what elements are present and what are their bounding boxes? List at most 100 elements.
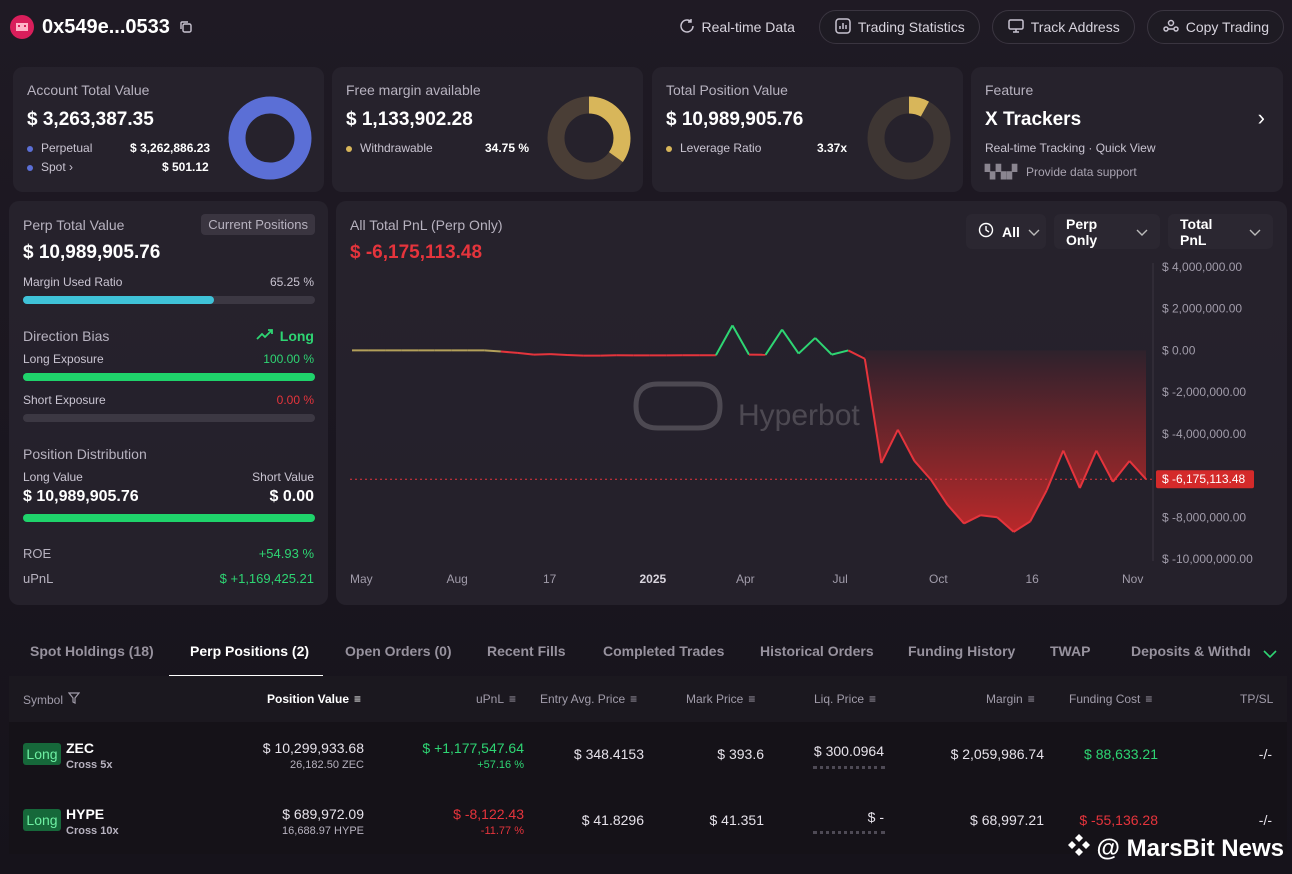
range-filter[interactable]: All [966, 214, 1046, 249]
chevron-right-icon[interactable]: › [1257, 105, 1265, 130]
filter-icon [67, 692, 81, 707]
hyperbot-watermark-text: Hyperbot [738, 399, 860, 432]
account-total-label: Account Total Value [27, 82, 150, 98]
tab-historical-orders[interactable]: Historical Orders [760, 643, 874, 659]
header-entry-price[interactable]: Entry Avg. Price ≡ [540, 692, 637, 706]
roe-label: ROE [23, 546, 52, 561]
feature-card[interactable]: Feature X Trackers Real-time Tracking · … [971, 67, 1283, 192]
header-funding-cost[interactable]: Funding Cost ≡ [1069, 692, 1152, 706]
header-entry-price-label: Entry Avg. Price [540, 692, 626, 706]
x-tick-label: Nov [1122, 572, 1143, 586]
upnl-value: $ +1,169,425.21 [219, 571, 314, 586]
chevron-down-icon [1249, 224, 1261, 240]
tab-spot-holdings[interactable]: Spot Holdings (18) [30, 643, 154, 659]
pnl-line-segment [1095, 450, 1114, 483]
row-position-value: $ 10,299,933.68 [262, 740, 364, 756]
y-tick-label: $ 2,000,000.00 [1162, 302, 1242, 316]
total-position-value: $ 10,989,905.76 [666, 109, 804, 130]
withdrawable-label: Withdrawable [360, 141, 433, 155]
header-position-value[interactable]: Position Value ≡ [267, 692, 361, 706]
header-upnl[interactable]: uPnL ≡ [476, 692, 516, 706]
stats-icon [834, 17, 852, 38]
tab-open-orders[interactable]: Open Orders (0) [345, 643, 452, 659]
pnl-line-segment [880, 429, 899, 464]
upnl-label: uPnL [23, 571, 54, 586]
pnl-line-segment [913, 460, 932, 481]
row-upnl-pct: +57.16 % [477, 759, 524, 771]
pnl-chart-value: $ -6,175,113.48 [350, 242, 483, 263]
row-mode: Cross 10x [66, 825, 119, 837]
bbx-logo: ▚▚▞ [985, 164, 1018, 179]
tab-completed-trades[interactable]: Completed Trades [603, 643, 725, 659]
row-tpsl[interactable]: -/- [1258, 812, 1272, 828]
marsbit-watermark: @ MarsBit News [1067, 833, 1284, 864]
row-symbol[interactable]: ZEC [66, 740, 94, 756]
trading-statistics-button[interactable]: Trading Statistics [818, 10, 980, 44]
row-mark-price: $ 393.6 [717, 746, 764, 762]
tab-recent-fills[interactable]: Recent Fills [487, 643, 566, 659]
row-position-size: 26,182.50 ZEC [290, 759, 364, 771]
pnl-line-segment [1078, 450, 1098, 489]
type-filter[interactable]: Perp Only [1054, 214, 1160, 249]
current-positions-badge[interactable]: Current Positions [201, 214, 315, 235]
margin-donut [547, 96, 631, 180]
data-support: ▚▚▞ Provide data support [985, 164, 1137, 180]
sort-icon: ≡ [1027, 692, 1035, 706]
tab-funding-history[interactable]: Funding History [908, 643, 1016, 659]
perp-total-value: $ 10,989,905.76 [23, 242, 161, 263]
header-upnl-label: uPnL [476, 692, 505, 706]
chevron-down-icon[interactable] [1263, 646, 1277, 664]
side-badge: Long [23, 743, 61, 765]
free-margin-label: Free margin available [346, 82, 481, 98]
short-exposure-bar [23, 414, 315, 422]
sort-icon: ≡ [509, 692, 517, 706]
tab-deposits-withdrawals[interactable]: Deposits & Withdra [1131, 643, 1250, 659]
long-exposure-value: 100.00 % [263, 352, 314, 366]
data-support-label: Provide data support [1026, 165, 1137, 179]
chevron-down-icon [1136, 224, 1148, 240]
pnl-area [864, 350, 1146, 532]
sort-icon: ≡ [630, 692, 638, 706]
long-value-label: Long Value [23, 470, 83, 484]
account-total-card: Account Total Value $ 3,263,387.35 Perpe… [13, 67, 324, 192]
withdrawable-dot [346, 145, 352, 152]
top-actions: Real-time Data Trading Statistics Track … [666, 10, 1284, 44]
pnl-line-segment [731, 324, 750, 356]
row-upnl: $ +1,177,547.64 [422, 740, 524, 756]
pnl-line-segment [946, 504, 965, 525]
row-symbol[interactable]: HYPE [66, 806, 105, 822]
tab-twap[interactable]: TWAP [1050, 643, 1091, 659]
pnl-line-segment [1045, 450, 1065, 491]
spot-value: $ 501.12 [162, 160, 209, 174]
row-liq-price: $ - [867, 809, 884, 825]
header-symbol[interactable]: Symbol [23, 692, 81, 707]
pnl-line-segment [863, 358, 883, 464]
long-exposure-bar [23, 373, 315, 381]
header-mark-price[interactable]: Mark Price ≡ [686, 692, 755, 706]
pnl-chart: Hyperbot $ 4,000,000.00 $ 2,000,000.00 $ 0.… [350, 260, 1254, 586]
pnl-line-segment [1062, 450, 1081, 489]
liq-indicator [813, 831, 885, 834]
perp-summary-panel: Perp Total Value Current Positions $ 10,… [9, 201, 328, 605]
pnl-line-segment [847, 349, 866, 360]
direction-bias-value: Long [256, 328, 314, 344]
track-address-button[interactable]: Track Address [991, 10, 1135, 44]
header-margin[interactable]: Margin ≡ [986, 692, 1035, 706]
side-badge: Long [23, 809, 61, 831]
row-tpsl[interactable]: -/- [1258, 746, 1272, 762]
header-liq-price[interactable]: Liq. Price ≡ [814, 692, 876, 706]
header-symbol-label: Symbol [23, 692, 64, 707]
tab-perp-positions[interactable]: Perp Positions (2) [190, 643, 310, 659]
realtime-data-link[interactable]: Real-time Data [666, 10, 807, 44]
account-total-value: $ 3,263,387.35 [27, 109, 154, 130]
roe-value: +54.93 % [258, 546, 314, 561]
copy-icon[interactable] [178, 19, 194, 35]
spot-legend[interactable]: Spot › [27, 160, 73, 174]
track-address-label: Track Address [1030, 19, 1120, 35]
direction-bias-label: Direction Bias [23, 328, 110, 344]
metric-filter[interactable]: Total PnL [1168, 214, 1273, 249]
margin-used-value: 65.25 % [269, 275, 314, 289]
chevron-right-icon: › [69, 160, 74, 174]
y-tick-label: $ -4,000,000.00 [1162, 427, 1246, 441]
copy-trading-button[interactable]: Copy Trading [1146, 10, 1284, 44]
